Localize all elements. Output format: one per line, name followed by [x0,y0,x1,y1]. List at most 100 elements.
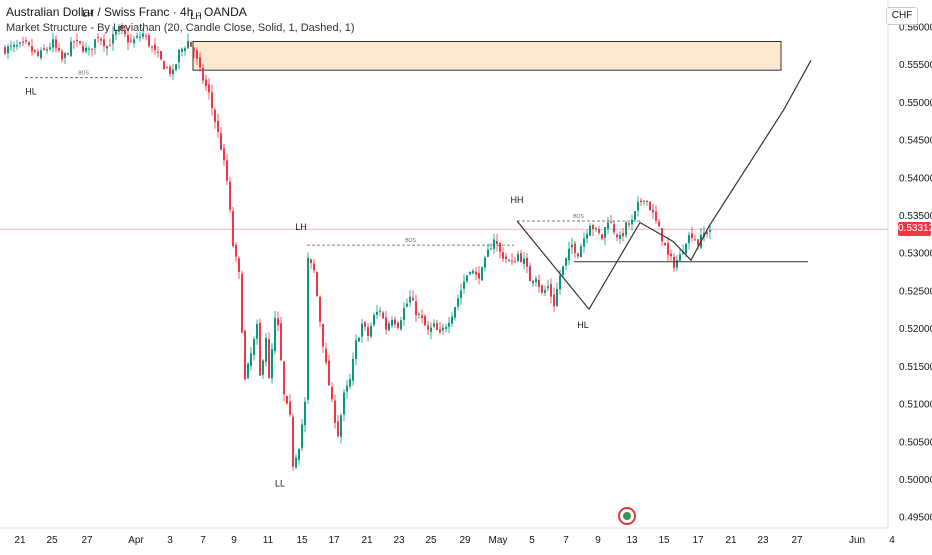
candle-body[interactable] [367,327,369,337]
candle-body[interactable] [550,284,552,297]
candle-body[interactable] [283,361,285,395]
candle-body[interactable] [88,48,90,50]
candle-body[interactable] [589,225,591,236]
candle-body[interactable] [91,48,93,50]
candle-body[interactable] [253,339,255,356]
candle-body[interactable] [205,79,207,87]
candle-body[interactable] [106,46,108,49]
candle-body[interactable] [13,44,15,47]
candle-body[interactable] [601,234,603,239]
candle-body[interactable] [445,327,447,329]
candle-body[interactable] [25,40,27,42]
candle-body[interactable] [598,229,600,233]
candle-body[interactable] [682,251,684,254]
candle-body[interactable] [148,35,150,47]
structure-projection-line[interactable] [516,60,812,311]
candle-body[interactable] [133,39,135,44]
candle-body[interactable] [640,200,642,202]
candle-body[interactable] [553,294,555,307]
candle-body[interactable] [166,67,168,69]
candle-body[interactable] [154,44,156,50]
candle-body[interactable] [568,248,570,261]
candle-body[interactable] [388,323,390,331]
candle-body[interactable] [673,256,675,268]
candle-body[interactable] [121,25,123,30]
candle-body[interactable] [697,239,699,246]
candle-body[interactable] [541,285,543,293]
candle-body[interactable] [511,260,513,262]
candle-body[interactable] [379,310,381,312]
candle-body[interactable] [34,49,36,52]
candle-body[interactable] [61,51,63,60]
candle-body[interactable] [382,312,384,319]
candle-body[interactable] [490,248,492,250]
candle-body[interactable] [574,243,576,253]
candle-body[interactable] [304,401,306,426]
candle-body[interactable] [421,315,423,319]
candle-body[interactable] [418,314,420,316]
candle-body[interactable] [658,221,660,227]
candle-body[interactable] [400,320,402,330]
candle-body[interactable] [676,260,678,268]
candle-body[interactable] [139,36,141,38]
candle-body[interactable] [112,34,114,44]
candle-body[interactable] [439,329,441,333]
candle-body[interactable] [10,45,12,47]
candle-body[interactable] [655,211,657,221]
candle-body[interactable] [457,298,459,307]
candle-body[interactable] [109,45,111,47]
candle-body[interactable] [454,307,456,318]
candle-body[interactable] [238,258,240,272]
candle-body[interactable] [616,234,618,238]
candle-body[interactable] [415,301,417,316]
candle-body[interactable] [313,263,315,271]
candle-body[interactable] [241,273,243,333]
candle-body[interactable] [442,327,444,331]
candle-body[interactable] [316,271,318,297]
candle-body[interactable] [562,266,564,275]
candle-body[interactable] [103,39,105,47]
candle-body[interactable] [142,33,144,37]
candle-body[interactable] [403,308,405,320]
candle-body[interactable] [667,243,669,255]
candle-body[interactable] [163,61,165,70]
candle-body[interactable] [532,280,534,283]
candle-body[interactable] [592,225,594,230]
candle-body[interactable] [328,360,330,386]
candle-body[interactable] [613,224,615,233]
candle-body[interactable] [193,48,195,52]
candle-body[interactable] [499,242,501,252]
candle-body[interactable] [643,200,645,202]
candle-body[interactable] [19,42,21,44]
candle-body[interactable] [64,52,66,58]
candle-body[interactable] [493,239,495,250]
candle-body[interactable] [625,222,627,236]
candle-body[interactable] [52,39,54,48]
candle-body[interactable] [463,281,465,289]
candle-body[interactable] [115,31,117,35]
candle-body[interactable] [433,323,435,327]
candle-body[interactable] [55,39,57,48]
candle-body[interactable] [535,278,537,282]
candle-body[interactable] [118,25,120,32]
candle-body[interactable] [508,259,510,261]
candle-body[interactable] [46,49,48,51]
candle-body[interactable] [58,48,60,51]
candle-body[interactable] [49,47,51,50]
candle-body[interactable] [631,219,633,225]
candle-body[interactable] [322,323,324,347]
candle-body[interactable] [43,48,45,50]
candle-body[interactable] [214,109,216,122]
candle-body[interactable] [571,244,573,248]
candle-body[interactable] [286,396,288,404]
candle-body[interactable] [478,272,480,279]
candle-body[interactable] [688,234,690,244]
candle-body[interactable] [325,348,327,363]
candle-body[interactable] [259,322,261,376]
candle-body[interactable] [361,323,363,337]
candle-body[interactable] [691,233,693,239]
candle-body[interactable] [340,415,342,437]
candle-body[interactable] [358,337,360,342]
candle-body[interactable] [226,160,228,181]
